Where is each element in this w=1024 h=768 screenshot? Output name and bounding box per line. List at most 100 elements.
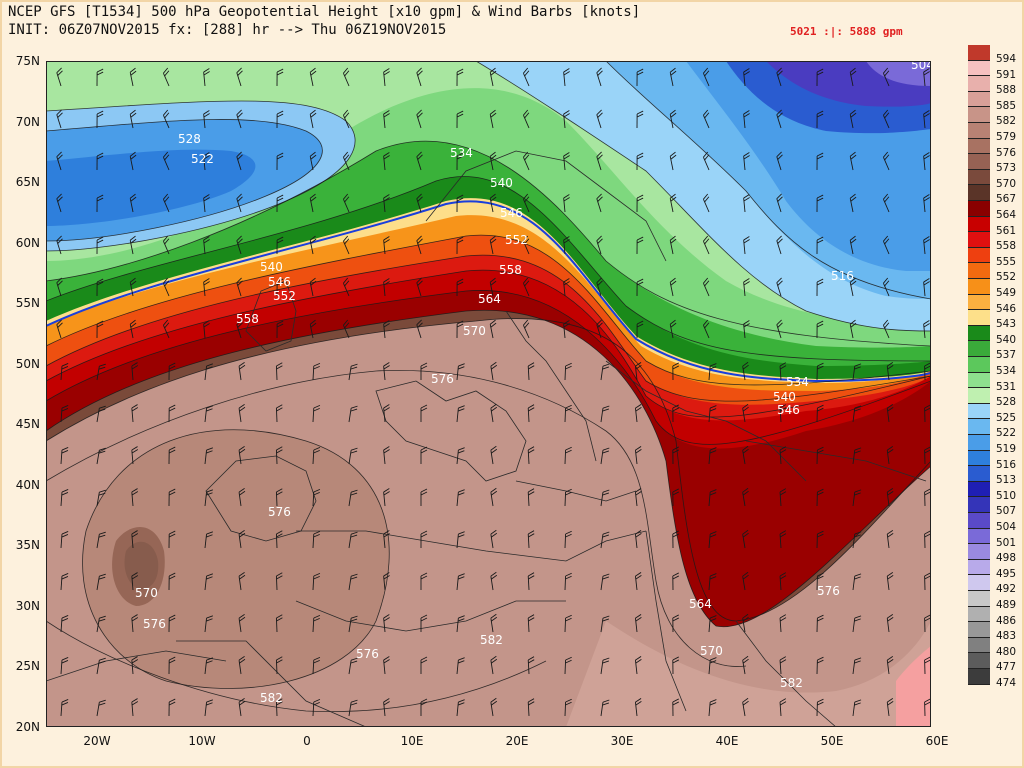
wind-barb [779, 572, 787, 591]
wind-barb [96, 363, 106, 381]
wind-barb [56, 109, 63, 129]
colorbar-swatch [968, 60, 990, 77]
colorbar-label: 573 [996, 162, 1017, 175]
colorbar-swatch [968, 216, 990, 233]
wind-barb [703, 67, 710, 87]
wind-barb [343, 319, 350, 339]
wind-barb [420, 362, 428, 380]
wind-barb [456, 236, 464, 255]
colorbar-swatch [968, 185, 990, 201]
geopotential-height-map: 528 522 534 540 546 552 558 564 570 576 … [46, 61, 931, 727]
wind-barb [816, 698, 824, 717]
wind-barb [60, 657, 69, 675]
colorbar-swatch [968, 154, 990, 170]
wind-barb [490, 697, 498, 717]
wind-barb [60, 531, 69, 549]
wind-barb [708, 615, 717, 633]
wind-barb [596, 151, 603, 171]
wind-barb [527, 656, 535, 675]
wind-barb [852, 699, 862, 717]
wind-barb [163, 67, 170, 87]
wind-barb [131, 530, 139, 549]
wind-barb [348, 615, 358, 633]
lat-tick-label: 55N [15, 296, 40, 310]
wind-barb [343, 67, 350, 87]
wind-barb [779, 656, 787, 675]
wind-barb [420, 656, 428, 674]
colorbar-label: 591 [996, 68, 1017, 81]
contour-label: 504 [911, 61, 931, 72]
wind-barb [96, 405, 106, 423]
contour-label: 534 [450, 146, 473, 160]
wind-barb [490, 361, 498, 381]
lat-tick-label: 20N [15, 719, 40, 734]
wind-barb [383, 320, 390, 339]
wind-barb [343, 109, 350, 129]
wind-barb [56, 235, 63, 255]
wind-barb [275, 614, 283, 633]
wind-barb [672, 404, 680, 423]
wind-barb [96, 699, 106, 717]
wind-barb [816, 110, 824, 129]
wind-barb [236, 151, 243, 171]
wind-barb [163, 235, 170, 255]
wind-barb [129, 151, 137, 171]
wind-barb [276, 110, 284, 129]
wind-barb [669, 319, 677, 339]
wind-barb [96, 236, 104, 255]
wind-barb [742, 529, 749, 549]
wind-barb [204, 489, 214, 507]
wind-barb [236, 277, 243, 297]
wind-barb [527, 362, 535, 381]
lon-tick-label: 10W [188, 734, 216, 748]
lat-tick-label: 45N [15, 417, 40, 431]
wind-barb [852, 573, 862, 591]
wind-barb [703, 151, 710, 171]
wind-barb [163, 193, 170, 213]
wind-barb [456, 615, 465, 633]
wind-barb [96, 194, 104, 213]
colorbar-label: 588 [996, 84, 1017, 97]
wind-barb [849, 235, 857, 255]
lat-tick-label: 40N [15, 477, 40, 492]
wind-barb [60, 699, 69, 717]
wind-barb [204, 573, 214, 591]
colorbar-swatch [968, 294, 990, 311]
colorbar-label: 477 [996, 661, 1017, 674]
wind-barb [203, 68, 210, 87]
wind-barb [129, 277, 137, 297]
colorbar-swatch [968, 497, 990, 513]
wind-barb [636, 194, 644, 213]
wind-barb [490, 571, 498, 591]
wind-barb [276, 68, 284, 87]
colorbar-label: 525 [996, 411, 1017, 424]
wind-barb [852, 657, 862, 675]
wind-barb [96, 68, 104, 87]
wind-barb [490, 529, 498, 549]
colorbar-label: 549 [996, 287, 1017, 299]
wind-barb [312, 656, 321, 675]
wind-barb [672, 488, 680, 507]
wind-barb [238, 361, 246, 381]
wind-barb [383, 572, 390, 591]
wind-barb [456, 573, 465, 591]
colorbar-label: 486 [996, 614, 1017, 627]
wind-barb [634, 572, 642, 591]
wind-barb [490, 403, 498, 423]
colorbar-swatch [968, 653, 990, 669]
wind-barb [203, 194, 210, 213]
map-panel: 528 522 534 540 546 552 558 564 570 576 … [46, 61, 931, 727]
wind-barb [168, 656, 176, 675]
wind-barb [596, 67, 603, 87]
lat-tick-label: 30N [15, 598, 40, 613]
colorbar-label: 513 [996, 474, 1017, 487]
colorbar-label: 582 [996, 115, 1017, 128]
wind-barb [816, 530, 824, 549]
wind-barb [131, 656, 139, 675]
colorbar-label: 495 [996, 567, 1017, 580]
lon-tick-label: 40E [715, 734, 739, 748]
wind-barb [238, 445, 246, 465]
wind-barb [596, 319, 603, 339]
wind-barb [600, 447, 610, 465]
colorbar-swatch [968, 544, 990, 560]
